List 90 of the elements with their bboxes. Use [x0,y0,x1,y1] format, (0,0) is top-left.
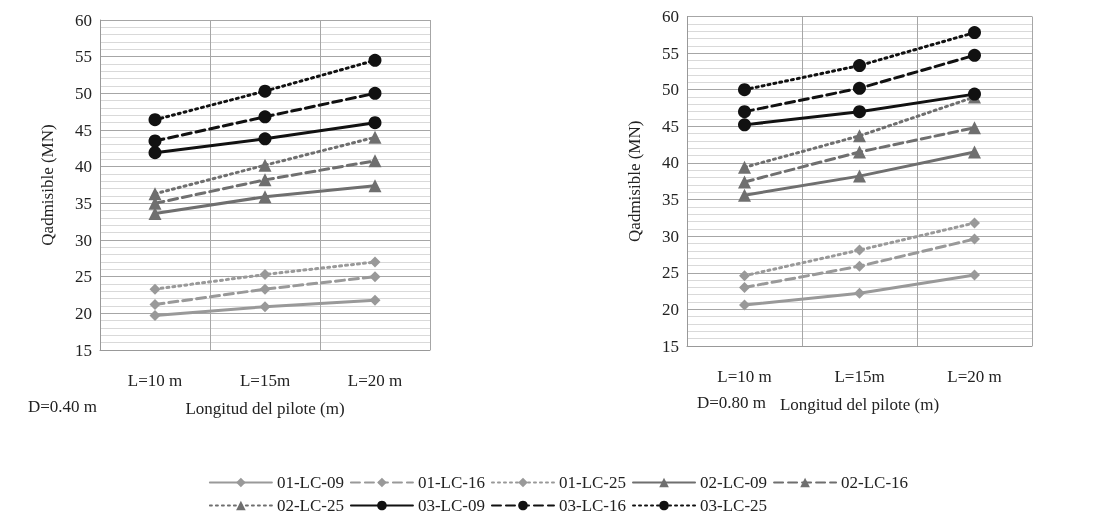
point [148,113,162,127]
y-tick-label: 15 [662,336,679,356]
y-tick-label: 35 [75,193,92,213]
y-tick-label: 55 [662,43,679,63]
point [738,118,751,132]
point [369,256,381,268]
y-axis-title: Qadmisible (MN) [625,120,644,242]
point [148,187,162,201]
text: D=0.40 m [28,397,98,416]
point [258,110,272,124]
point [149,283,161,295]
point [969,233,980,245]
point [368,53,382,67]
y-tick-label: 60 [75,10,92,30]
y-tick-label: 20 [662,299,679,319]
point [853,129,866,143]
point [853,105,866,119]
point [739,270,750,282]
point [853,145,866,159]
point [738,175,751,189]
legend-label: 01-LC-09 [276,473,344,492]
point [739,281,750,293]
y-axis-title: Qadmisible (MN) [38,124,57,246]
y-tick-label: 50 [75,83,92,103]
point [968,26,981,40]
point [853,59,866,73]
point [258,132,272,146]
point [258,84,272,98]
y-tick-label: 25 [662,263,679,283]
point [739,299,750,311]
y-tick-label: 25 [75,267,92,287]
point [149,310,161,322]
y-tick-label: 45 [75,120,92,140]
y-tick-label: 40 [75,157,92,177]
x-axis-title: Longitud del pilote (m) [185,399,345,418]
legend-label: 02-LC-09 [700,473,768,492]
point [969,269,980,281]
point [738,105,751,119]
point [368,179,382,193]
point [148,146,162,160]
y-tick-label: 40 [662,153,679,173]
legend-label: 02-LC-25 [276,496,344,515]
y-tick-label: 20 [75,303,92,323]
point [258,173,272,187]
y-tick-label: 45 [662,116,679,136]
text: D=0.80 m [697,393,767,412]
x-tick-label: L=20 m [947,367,1002,386]
x-tick-label: L=10 m [127,371,183,390]
point [258,190,272,204]
point [738,188,751,202]
point [148,207,162,221]
point [259,283,271,295]
point [969,217,980,229]
legend-label: 03-LC-16 [558,496,627,515]
y-tick-label: 50 [662,80,679,100]
x-axis-title: Longitud del pilote (m) [779,395,940,414]
x-tick-label: L=20 m [347,371,403,390]
point [738,160,751,174]
y-tick-label: 60 [662,7,679,26]
point [738,83,751,97]
point [149,299,161,311]
point [854,244,865,256]
point [148,134,162,148]
legend-label: 03-LC-09 [417,496,485,515]
point [853,81,866,95]
point [968,145,981,159]
point [368,116,382,130]
point [369,271,381,283]
legend-label: 03-LC-25 [700,496,768,515]
point [968,48,981,62]
y-tick-label: 35 [662,190,679,210]
point [853,169,866,183]
point [368,130,382,144]
legend-label: 02-LC-16 [841,473,909,492]
legend-label: 01-LC-16 [417,473,485,492]
point [258,158,272,172]
point [368,154,382,168]
legend-label: 01-LC-25 [558,473,627,492]
x-tick-label: L=15m [834,367,885,386]
point [368,86,382,100]
point [854,260,865,272]
y-tick-label: 30 [662,226,679,246]
point [259,268,271,280]
y-tick-label: 15 [75,340,92,360]
y-tick-label: 30 [75,230,92,250]
point [854,287,865,299]
x-tick-label: L=10 m [717,367,772,386]
x-tick-label: L=15m [239,371,291,390]
point [968,121,981,135]
y-tick-label: 55 [75,47,92,67]
